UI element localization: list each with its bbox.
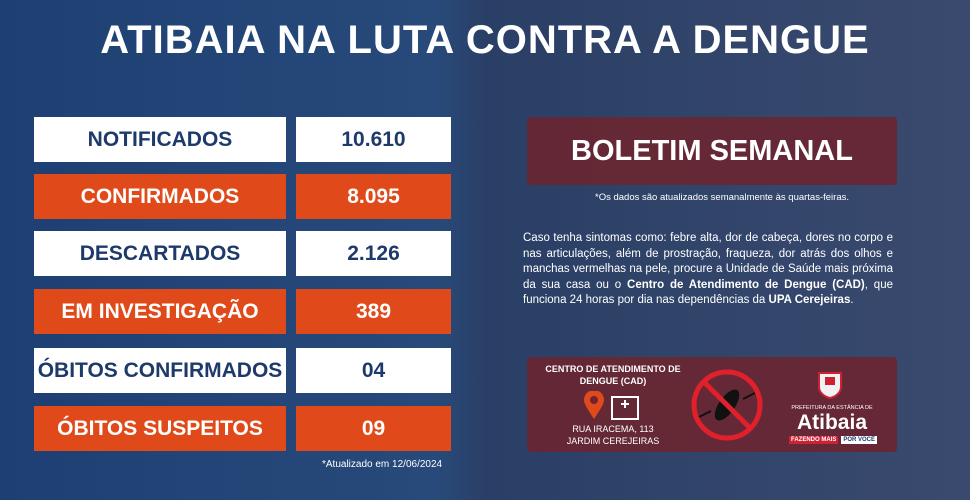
- text: JARDIM CEREJEIRAS: [566, 436, 660, 446]
- cad-title: CENTRO DE ATENDIMENTO DE DENGUE (CAD): [545, 364, 681, 386]
- paragraph: Caso tenha sintomas como: febre alta, do…: [523, 231, 893, 309]
- label-cell: DESCARTADOS: [34, 231, 286, 276]
- text: , que funciona 24 horas por dia nas depe…: [523, 278, 893, 307]
- text: RUA IRACEMA, 113: [572, 424, 654, 434]
- logo-slogan: FAZENDO MAIS POR VOCÊ: [789, 436, 878, 444]
- logo-name: Atibaia: [796, 411, 867, 434]
- text: Caso tenha sintomas como: febre alta, do…: [523, 232, 893, 291]
- label-cell: ÓBITOS CONFIRMADOS: [34, 348, 286, 393]
- cad-address: RUA IRACEMA, 113 JARDIM CEREJEIRAS: [543, 423, 683, 447]
- value-cell: 2.126: [296, 231, 451, 276]
- text: POR VOCÊ: [841, 436, 878, 444]
- bulletin-note: *Os dados são atualizados semanalmente à…: [595, 192, 849, 203]
- update-note: *Atualizado em 12/06/2024: [322, 459, 443, 470]
- text: FAZENDO MAIS: [789, 436, 839, 444]
- label-cell: ÓBITOS SUSPEITOS: [34, 406, 286, 451]
- no-mosquito-icon: [691, 369, 763, 441]
- value-cell: 09: [296, 406, 451, 451]
- label-cell: EM INVESTIGAÇÃO: [34, 289, 286, 334]
- text: Centro de Atendimento de Dengue (CAD): [627, 278, 865, 291]
- text: UPA Cerejeiras: [768, 294, 851, 306]
- cad-box: CENTRO DE ATENDIMENTO DE DENGUE (CAD) RU…: [527, 357, 897, 452]
- icons: [584, 391, 639, 420]
- label-cell: NOTIFICADOS: [34, 117, 286, 162]
- coat-of-arms: [818, 372, 842, 399]
- bulletin-title: BOLETIM SEMANAL: [527, 117, 897, 185]
- value-cell: 04: [296, 348, 451, 393]
- text: .: [850, 294, 854, 306]
- value-cell: 8.095: [296, 174, 451, 219]
- value-cell: 10.610: [296, 117, 451, 162]
- logo-caption: PREFEITURA DA ESTÂNCIA DE: [791, 405, 873, 411]
- label-cell: CONFIRMADOS: [34, 174, 286, 219]
- value-cell: 389: [296, 289, 451, 334]
- title: ATIBAIA NA LUTA CONTRA A DENGUE: [100, 18, 870, 62]
